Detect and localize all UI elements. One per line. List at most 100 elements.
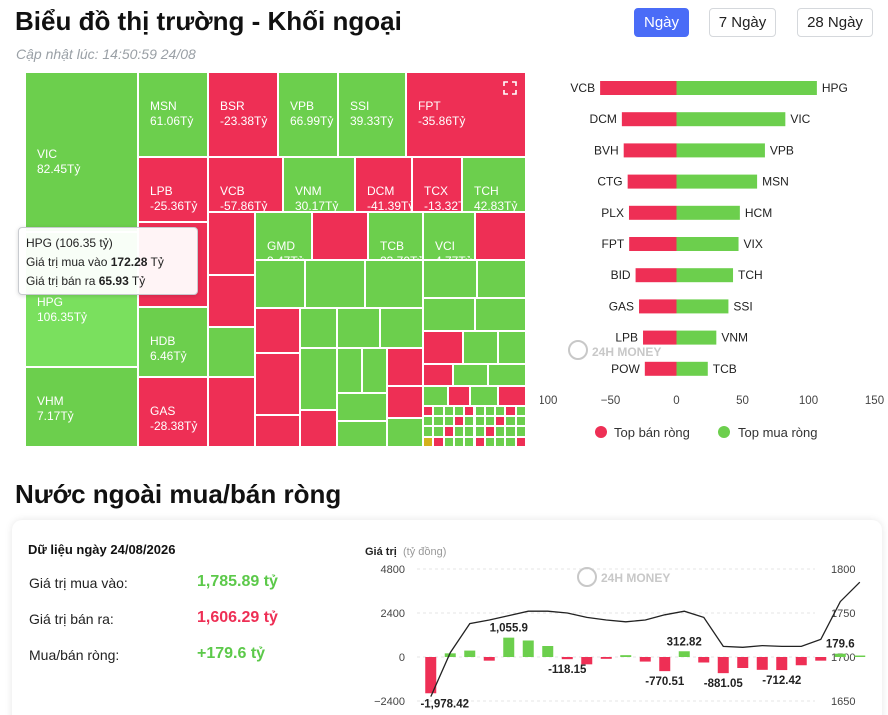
treemap-tile[interactable] — [464, 406, 475, 417]
treemap-tile[interactable] — [515, 426, 526, 437]
treemap-tile[interactable] — [498, 386, 526, 406]
treemap-tile-tch[interactable]: TCH 42.83Tỷ — [462, 157, 526, 212]
treemap-tile[interactable] — [300, 308, 337, 348]
treemap-tile[interactable] — [423, 260, 477, 298]
treemap-tile[interactable] — [464, 436, 475, 447]
range-day-button[interactable]: Ngày — [634, 8, 689, 37]
treemap-tile[interactable] — [515, 436, 526, 447]
treemap-tile[interactable] — [474, 426, 485, 437]
treemap-tile[interactable] — [365, 260, 423, 308]
treemap-tile-hdb[interactable]: HDB 6.46Tỷ — [138, 307, 208, 377]
treemap-tile[interactable] — [477, 260, 526, 298]
treemap-tile[interactable] — [423, 386, 448, 406]
treemap-tile[interactable] — [505, 436, 516, 447]
treemap-tile[interactable] — [495, 416, 506, 427]
treemap-tile[interactable] — [337, 348, 362, 393]
treemap-tile[interactable] — [387, 348, 423, 386]
treemap-tile[interactable] — [433, 406, 444, 417]
treemap-tile[interactable] — [255, 415, 300, 447]
treemap-tile[interactable] — [337, 308, 380, 348]
treemap-tile[interactable] — [423, 426, 434, 437]
treemap-tile[interactable] — [474, 406, 485, 417]
treemap-tile[interactable] — [312, 212, 368, 260]
treemap-tile-bsr[interactable]: BSR -23.38Tỷ — [208, 72, 278, 157]
treemap-tile[interactable] — [464, 426, 475, 437]
treemap-tile[interactable] — [423, 331, 463, 364]
treemap-tile[interactable] — [464, 416, 475, 427]
treemap-tile[interactable] — [305, 260, 365, 308]
treemap-tile-vnm[interactable]: VNM 30.17Tỷ — [283, 157, 355, 212]
treemap-tile[interactable] — [475, 212, 526, 260]
treemap-tile[interactable] — [515, 416, 526, 427]
treemap-tile[interactable] — [255, 353, 300, 415]
treemap-tile[interactable] — [255, 260, 305, 308]
treemap-tile[interactable] — [505, 406, 516, 417]
range-28day-button[interactable]: 28 Ngày — [797, 8, 873, 37]
treemap-tile-gmd[interactable]: GMD9.47Tỷ — [255, 212, 312, 260]
treemap-tile[interactable] — [453, 436, 465, 447]
treemap-tile[interactable] — [443, 436, 454, 447]
treemap-tile-vci[interactable]: VCI4.77Tỷ — [423, 212, 475, 260]
treemap-tile-msn[interactable]: MSN 61.06Tỷ — [138, 72, 208, 157]
treemap-tile-ssi[interactable]: SSI 39.33Tỷ — [338, 72, 406, 157]
treemap-tile[interactable] — [453, 416, 465, 427]
treemap-tile[interactable] — [433, 436, 444, 447]
treemap-tile-lpb[interactable]: LPB -25.36Tỷ — [138, 157, 208, 222]
treemap-tile[interactable] — [387, 386, 423, 418]
treemap-tile[interactable] — [443, 426, 454, 437]
treemap-tile[interactable] — [498, 331, 526, 364]
treemap-tile[interactable] — [505, 416, 516, 427]
treemap-tile[interactable] — [208, 275, 255, 327]
treemap-tile[interactable] — [463, 331, 498, 364]
treemap-tile[interactable] — [505, 426, 516, 437]
treemap-tile[interactable] — [443, 406, 454, 417]
treemap-tile-dcm[interactable]: DCM -41.39Tỷ — [355, 157, 412, 212]
treemap-tile-vcb[interactable]: VCB -57.86Tỷ — [208, 157, 283, 212]
treemap-tile[interactable] — [484, 436, 496, 447]
treemap-tile-vhm[interactable]: VHM 7.17Tỷ — [25, 367, 138, 447]
treemap-tile[interactable] — [470, 386, 498, 406]
treemap-tile[interactable] — [474, 436, 485, 447]
treemap-tile[interactable] — [495, 436, 506, 447]
treemap-tile[interactable] — [208, 212, 255, 275]
treemap-tile[interactable] — [453, 364, 488, 386]
treemap-tile[interactable] — [484, 416, 496, 427]
range-7day-button[interactable]: 7 Ngày — [709, 8, 776, 37]
treemap-tile[interactable] — [495, 406, 506, 417]
treemap-tile[interactable] — [453, 426, 465, 437]
treemap-tile[interactable] — [475, 298, 526, 331]
treemap-tile[interactable] — [423, 436, 434, 447]
treemap-tile-tcx[interactable]: TCX-13.32Tỷ — [412, 157, 462, 212]
treemap-tile[interactable] — [488, 364, 526, 386]
treemap-tile[interactable] — [423, 364, 453, 386]
treemap-tile[interactable] — [453, 406, 465, 417]
treemap-tile[interactable] — [484, 406, 496, 417]
foreign-flow-treemap[interactable]: VIC 82.45Tỷ MSN 61.06Tỷ BSR -23.38Tỷ VPB 66.99T… — [25, 72, 526, 447]
treemap-tile-fpt[interactable]: FPT -35.86Tỷ — [406, 72, 526, 157]
treemap-tile[interactable] — [433, 416, 444, 427]
expand-icon[interactable] — [503, 81, 517, 95]
treemap-tile-gas[interactable]: GAS -28.38Tỷ — [138, 377, 208, 447]
treemap-tile[interactable] — [433, 426, 444, 437]
treemap-tile[interactable] — [300, 410, 337, 447]
treemap-tile[interactable] — [423, 416, 434, 427]
treemap-tile[interactable] — [484, 426, 496, 437]
treemap-tile[interactable] — [380, 308, 423, 348]
treemap-tile[interactable] — [495, 426, 506, 437]
treemap-tile[interactable] — [423, 406, 434, 417]
treemap-tile[interactable] — [208, 377, 255, 447]
treemap-tile[interactable] — [300, 348, 337, 410]
treemap-tile[interactable] — [515, 406, 526, 417]
treemap-tile[interactable] — [362, 348, 387, 393]
treemap-tile[interactable] — [208, 327, 255, 377]
treemap-tile[interactable] — [255, 308, 300, 353]
treemap-tile[interactable] — [337, 421, 387, 447]
treemap-tile-vic[interactable]: VIC 82.45Tỷ — [25, 72, 138, 232]
treemap-tile-tcb[interactable]: TCB23.70Tỷ — [368, 212, 423, 260]
treemap-tile[interactable] — [443, 416, 454, 427]
treemap-tile[interactable] — [448, 386, 470, 406]
treemap-tile[interactable] — [423, 298, 475, 331]
treemap-tile[interactable] — [474, 416, 485, 427]
treemap-tile[interactable] — [387, 418, 423, 447]
treemap-tile-vpb[interactable]: VPB 66.99Tỷ — [278, 72, 338, 157]
